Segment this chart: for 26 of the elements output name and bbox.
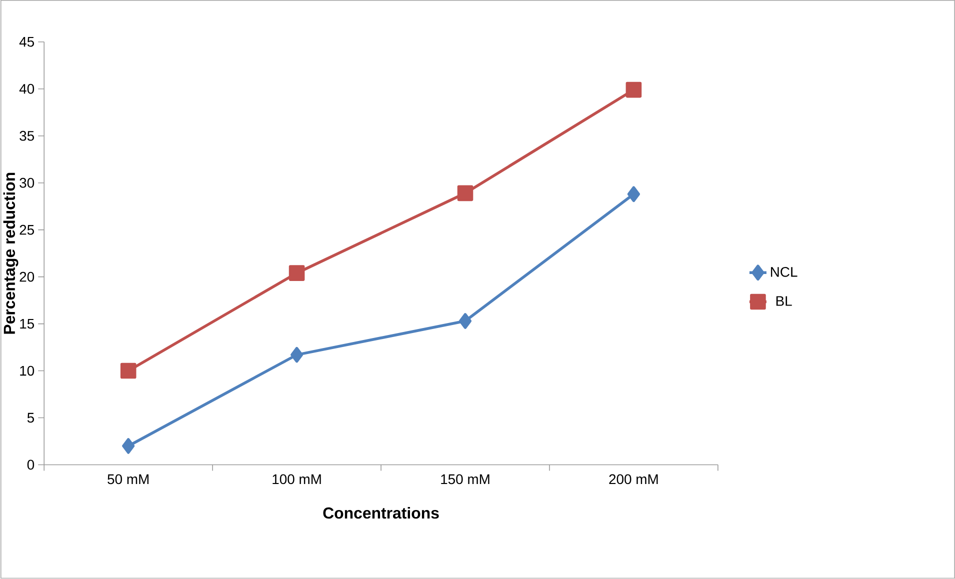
y-tick-label: 5 [27, 413, 34, 423]
x-tick-label: 50 mM [108, 474, 148, 484]
y-tick-label: 0 [27, 460, 34, 470]
point [122, 438, 135, 454]
point [120, 363, 136, 379]
point [457, 185, 474, 202]
y-tick-label: 25 [20, 225, 34, 235]
y-tick-label: 20 [20, 272, 34, 282]
y-tick-label: 30 [20, 178, 34, 188]
x-tick-label: 100 mM [272, 474, 321, 484]
point [288, 265, 305, 282]
legend-label: BL [776, 296, 792, 306]
y-tick-label: 35 [20, 131, 34, 141]
x-tick-label: 150 mM [441, 474, 490, 484]
y-tick-label: 45 [19, 37, 34, 47]
x-axis-title: Concentrations [323, 507, 439, 519]
y-axis-title: Percentage reduction [3, 173, 18, 334]
point [290, 347, 304, 363]
point [458, 313, 472, 330]
point [627, 186, 640, 202]
point [626, 82, 642, 98]
y-tick-label: 10 [20, 366, 34, 376]
y-tick-label: 15 [20, 319, 34, 329]
y-tick-label: 40 [19, 84, 34, 94]
legend-label: NCL [770, 267, 798, 278]
x-tick-label: 200 mM [609, 474, 658, 484]
